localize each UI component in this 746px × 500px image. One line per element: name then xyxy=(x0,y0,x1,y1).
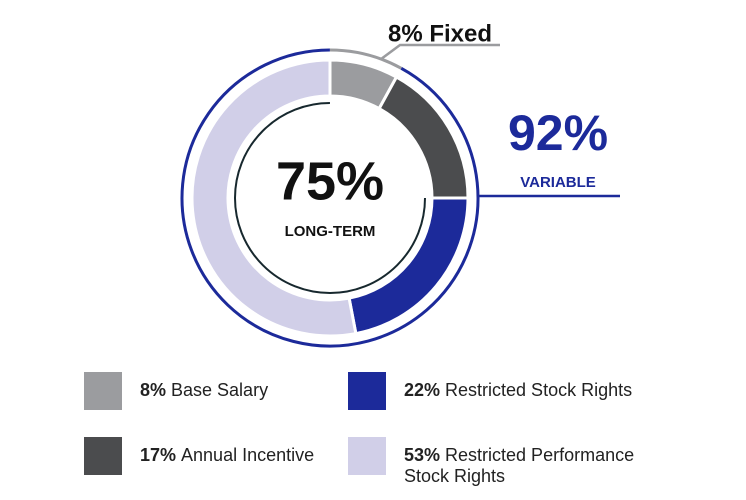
legend-swatch xyxy=(84,372,122,410)
legend-swatch xyxy=(84,437,122,475)
legend-item: 53% Restricted Performance Stock Rights xyxy=(348,437,664,487)
legend-value: 17% xyxy=(140,445,177,465)
legend-item: 17% Annual Incentive xyxy=(84,437,400,475)
legend-label: Base Salary xyxy=(171,380,269,400)
donut-segment xyxy=(347,196,470,336)
legend-item: 8% Base Salary xyxy=(84,372,400,410)
long-term-arc xyxy=(234,102,426,294)
legend-swatch xyxy=(348,437,386,475)
variable-ring xyxy=(180,48,480,348)
legend-swatch xyxy=(348,372,386,410)
donut-segment xyxy=(377,75,470,200)
variable-label: VARIABLE xyxy=(520,174,596,191)
legend-text: 53% Restricted Performance Stock Rights xyxy=(404,437,664,487)
legend-label: Restricted Stock Rights xyxy=(445,380,633,400)
legend-value: 53% xyxy=(404,445,441,465)
legend-value: 8% xyxy=(140,380,167,400)
fixed-leader xyxy=(380,43,500,61)
fixed-ring xyxy=(329,48,403,70)
fixed-label: 8% Fixed xyxy=(388,20,492,47)
legend-text: 17% Annual Incentive xyxy=(140,437,400,466)
legend-label: Annual Incentive xyxy=(181,445,315,465)
variable-value: 92% xyxy=(508,105,608,161)
center-label: LONG-TERM xyxy=(285,223,376,240)
legend-text: 22% Restricted Stock Rights xyxy=(404,372,664,401)
legend-label: Restricted Performance Stock Rights xyxy=(404,445,635,486)
center-value: 75% xyxy=(276,151,384,211)
donut-segment xyxy=(190,58,358,338)
legend-value: 22% xyxy=(404,380,441,400)
legend-text: 8% Base Salary xyxy=(140,372,400,401)
legend-item: 22% Restricted Stock Rights xyxy=(348,372,664,410)
